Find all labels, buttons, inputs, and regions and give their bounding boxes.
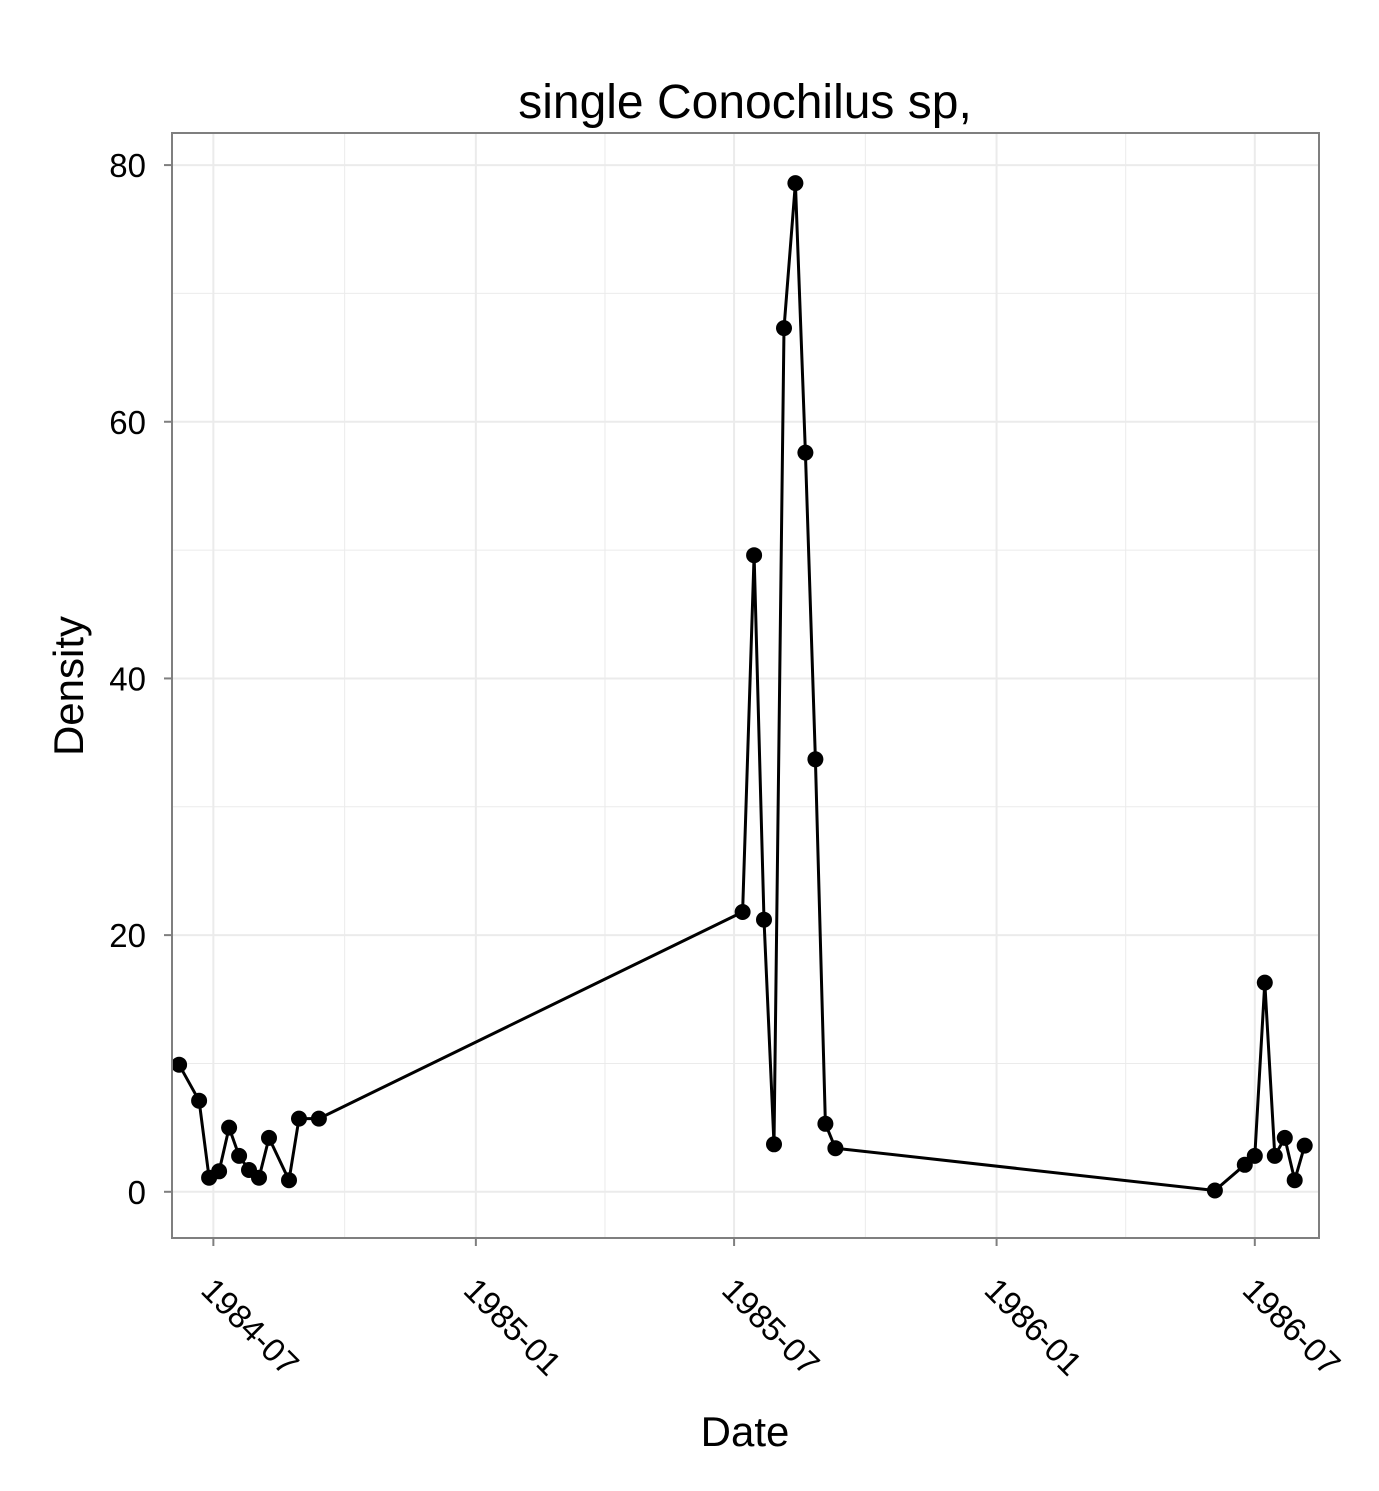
data-point (1286, 1172, 1303, 1189)
data-point (787, 175, 804, 192)
data-point (221, 1119, 238, 1136)
y-axis-title: Density (45, 616, 92, 756)
y-tick-label: 80 (109, 147, 146, 184)
x-axis-title: Date (701, 1408, 790, 1455)
panel-border (171, 132, 1320, 1239)
data-point (807, 751, 824, 768)
data-point (231, 1147, 248, 1164)
data-point (281, 1172, 297, 1189)
plot-panel (172, 133, 1319, 1238)
data-point (291, 1110, 307, 1127)
chart-title: single Conochilus sp, (518, 76, 972, 129)
data-point (766, 1136, 782, 1153)
data-point (251, 1169, 267, 1186)
data-point (211, 1163, 228, 1180)
points-layer (171, 175, 1313, 1199)
data-point (734, 904, 751, 920)
data-point (797, 444, 814, 461)
data-point (261, 1129, 277, 1146)
data-point (1246, 1147, 1263, 1164)
y-tick-label: 60 (109, 404, 146, 441)
y-tick-label: 40 (109, 660, 146, 697)
y-tick-label: 20 (109, 917, 146, 954)
data-point (1266, 1147, 1283, 1164)
data-point (1296, 1137, 1313, 1154)
data-point (310, 1110, 327, 1127)
data-point (776, 320, 792, 337)
data-point (756, 911, 772, 928)
data-point (1206, 1182, 1223, 1199)
data-point (171, 1056, 188, 1073)
major-grid (172, 133, 1319, 1238)
data-point (827, 1140, 844, 1157)
data-point (746, 547, 763, 564)
y-axis: 0 20 40 60 80 (109, 147, 172, 1211)
data-point (1276, 1129, 1293, 1146)
data-point (817, 1115, 834, 1132)
y-tick-label: 0 (128, 1174, 146, 1211)
data-point (191, 1092, 208, 1109)
data-point (1256, 974, 1273, 991)
